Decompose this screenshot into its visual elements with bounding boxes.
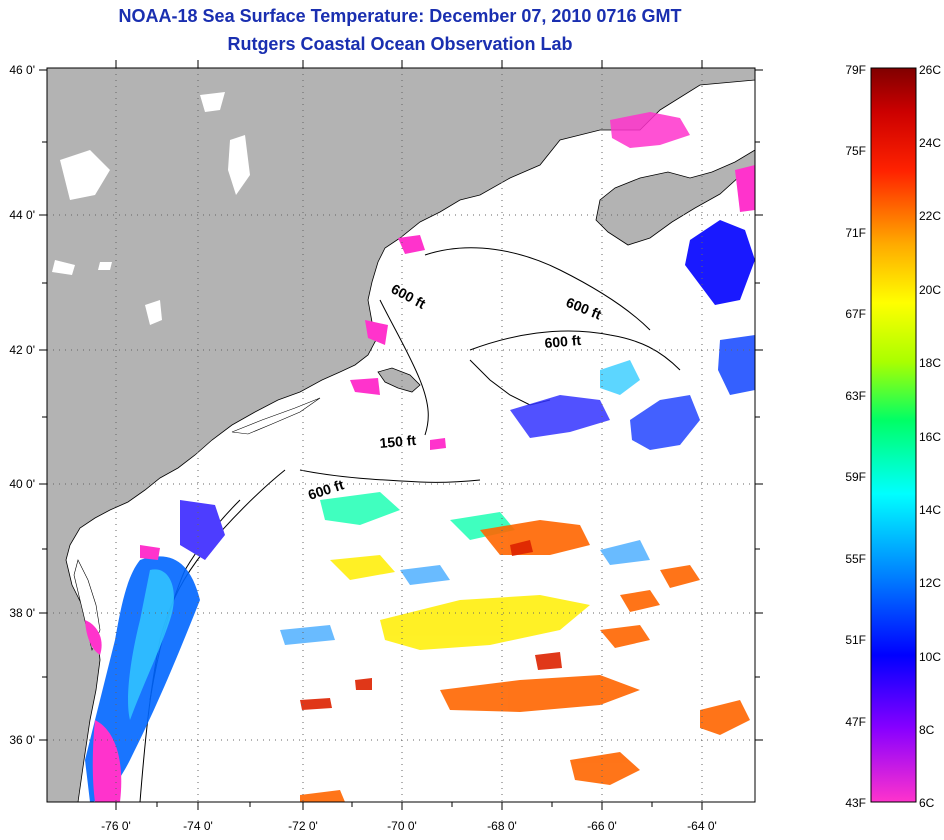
colorbar-c-label: 24C <box>919 136 941 150</box>
lon-label: -70 0' <box>387 819 417 833</box>
colorbar-f-label: 47F <box>845 715 866 729</box>
land-nova-scotia <box>595 149 755 246</box>
colorbar-f-label: 71F <box>845 226 866 240</box>
colorbar-f-label: 55F <box>845 552 866 566</box>
lon-label: -66 0' <box>587 819 617 833</box>
colorbar-c-label: 14C <box>919 503 941 517</box>
land-long-island <box>231 397 321 435</box>
lat-label: 40 0' <box>9 477 35 491</box>
map-border <box>46 67 756 803</box>
land-cape-cod <box>377 367 421 393</box>
colorbar-c-label: 22C <box>919 209 941 223</box>
latitude-labels: 46 0' 44 0' 42 0' 40 0' 38 0' 36 0' <box>9 63 35 747</box>
lon-label: -68 0' <box>487 819 517 833</box>
colorbar-f-label: 51F <box>845 633 866 647</box>
lat-label: 46 0' <box>9 63 35 77</box>
map-title: NOAA-18 Sea Surface Temperature: Decembe… <box>118 6 682 26</box>
map-subtitle: Rutgers Coastal Ocean Observation Lab <box>227 34 573 54</box>
lat-lon-grid <box>47 68 755 802</box>
colorbar-f-label: 43F <box>845 796 866 810</box>
lake-shapes <box>52 92 250 325</box>
lat-label: 44 0' <box>9 208 35 222</box>
colorbar-fahrenheit-labels: 79F 75F 71F 67F 63F 59F 55F 51F 47F 43F <box>845 63 866 810</box>
lon-label: -64 0' <box>687 819 717 833</box>
colorbar-c-label: 26C <box>919 63 941 77</box>
longitude-labels: -76 0' -74 0' -72 0' -70 0' -68 0' -66 0… <box>101 819 717 833</box>
colorbar-f-label: 63F <box>845 389 866 403</box>
lat-label: 38 0' <box>9 606 35 620</box>
lon-label: -74 0' <box>183 819 213 833</box>
sst-data-patches <box>85 112 755 802</box>
axis-ticks <box>39 60 763 810</box>
colorbar-f-label: 67F <box>845 307 866 321</box>
colorbar-c-label: 18C <box>919 356 941 370</box>
colorbar-c-label: 10C <box>919 650 941 664</box>
colorbar-c-label: 20C <box>919 283 941 297</box>
contour-label: 150 ft <box>379 432 417 451</box>
lat-label: 42 0' <box>9 343 35 357</box>
colorbar <box>870 67 917 803</box>
colorbar-celsius-labels: 26C 24C 22C 20C 18C 16C 14C 12C 10C 8C 6… <box>919 63 941 810</box>
colorbar-c-label: 12C <box>919 576 941 590</box>
lon-label: -76 0' <box>101 819 131 833</box>
colorbar-c-label: 8C <box>919 723 935 737</box>
contour-label: 600 ft <box>544 332 582 351</box>
colorbar-f-label: 59F <box>845 470 866 484</box>
lon-label: -72 0' <box>288 819 318 833</box>
colorbar-c-label: 6C <box>919 796 935 810</box>
colorbar-f-label: 79F <box>845 63 866 77</box>
colorbar-c-label: 16C <box>919 430 941 444</box>
colorbar-f-label: 75F <box>845 144 866 158</box>
lat-label: 36 0' <box>9 733 35 747</box>
